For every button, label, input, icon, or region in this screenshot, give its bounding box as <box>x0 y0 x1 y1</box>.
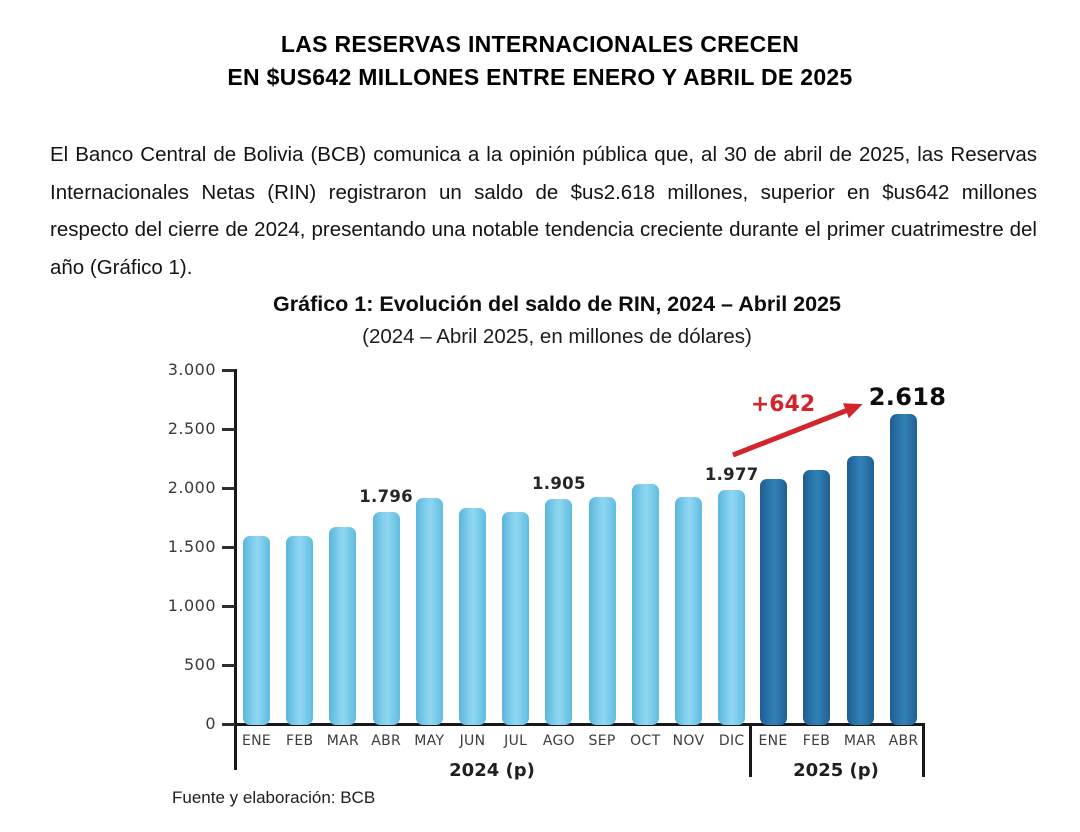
y-tick <box>222 546 235 549</box>
source-note: Fuente y elaboración: BCB <box>172 788 376 807</box>
document-title-line2: EN $US642 MILLONES ENTRE ENERO Y ABRIL D… <box>227 64 853 90</box>
bar-jul-2024 <box>502 511 530 725</box>
month-label-oct-2024: OCT <box>630 733 661 749</box>
bar-oct-2024 <box>631 483 659 725</box>
y-tick-label: 500 <box>183 655 216 674</box>
month-label-dic-2024: DIC <box>718 733 745 749</box>
bar-value-label-dic-2024: 1.977 <box>704 465 759 485</box>
month-label-jul-2024: JUL <box>504 733 528 749</box>
document-title: LAS RESERVAS INTERNACIONALES CRECEN EN $… <box>0 28 1080 94</box>
month-label-mar-2024: MAR <box>326 733 360 749</box>
bar-ago-2024 <box>545 498 573 725</box>
bar-sep-2024 <box>588 496 616 725</box>
month-label-ago-2024: AGO <box>542 733 575 749</box>
period-divider-left <box>749 723 752 777</box>
bar-value-label-abr-2025: 2.618 <box>868 383 947 412</box>
group-label-2024: 2024 (p) <box>449 760 535 781</box>
bar-mar-2025 <box>846 455 874 725</box>
y-tick <box>222 487 235 490</box>
increase-annotation: +642 <box>750 392 816 417</box>
increase-arrow-icon <box>732 403 863 458</box>
month-label-jun-2024: JUN <box>459 733 486 749</box>
month-label-ene-2024: ENE <box>241 733 272 749</box>
period-divider-right <box>922 723 925 777</box>
bar-value-label-ago-2024: 1.905 <box>532 473 586 493</box>
month-label-feb-2024: FEB <box>285 733 314 749</box>
bar-ene-2025 <box>759 478 787 725</box>
month-label-abr-2025: ABR <box>888 733 919 749</box>
bar-abr-2025 <box>890 414 917 725</box>
month-label-sep-2024: SEP <box>588 733 616 749</box>
month-label-may-2024: MAY <box>414 733 445 749</box>
bar-value-label-abr-2024: 1.796 <box>359 486 413 506</box>
month-label-abr-2024: ABR <box>371 733 401 749</box>
x-axis-line <box>234 723 924 726</box>
y-tick <box>222 428 235 431</box>
bar-mar-2024 <box>329 527 357 725</box>
y-tick <box>222 369 235 372</box>
group-label-2025: 2025 (p) <box>793 760 879 781</box>
bar-feb-2025 <box>803 469 830 725</box>
bar-feb-2024 <box>286 536 314 725</box>
y-tick-label: 3.000 <box>167 360 216 379</box>
y-tick-label: 0 <box>205 714 216 733</box>
chart-title: Gráfico 1: Evolución del saldo de RIN, 2… <box>273 292 841 316</box>
bar-may-2024 <box>415 497 443 725</box>
y-tick <box>222 664 235 667</box>
body-paragraph: El Banco Central de Bolivia (BCB) comuni… <box>50 143 1037 279</box>
bar-jun-2024 <box>459 508 486 725</box>
y-tick-label: 2.000 <box>167 478 216 497</box>
y-axis-line <box>234 369 237 770</box>
bar-ene-2024 <box>243 536 270 725</box>
bar-nov-2024 <box>675 496 702 725</box>
month-label-ene-2025: ENE <box>758 733 788 749</box>
month-label-mar-2025: MAR <box>843 733 877 749</box>
document-title-line1: LAS RESERVAS INTERNACIONALES CRECEN <box>280 31 800 57</box>
bar-dic-2024 <box>718 490 746 725</box>
y-tick-label: 1.500 <box>167 537 216 556</box>
y-tick <box>222 605 235 608</box>
chart-subtitle: (2024 – Abril 2025, en millones de dólar… <box>362 325 752 348</box>
y-tick-label: 1.000 <box>167 596 216 615</box>
y-tick-label: 2.500 <box>167 419 216 438</box>
month-label-feb-2025: FEB <box>802 733 831 749</box>
y-tick <box>222 723 235 726</box>
month-label-nov-2024: NOV <box>672 733 705 749</box>
bar-abr-2024 <box>372 511 400 725</box>
